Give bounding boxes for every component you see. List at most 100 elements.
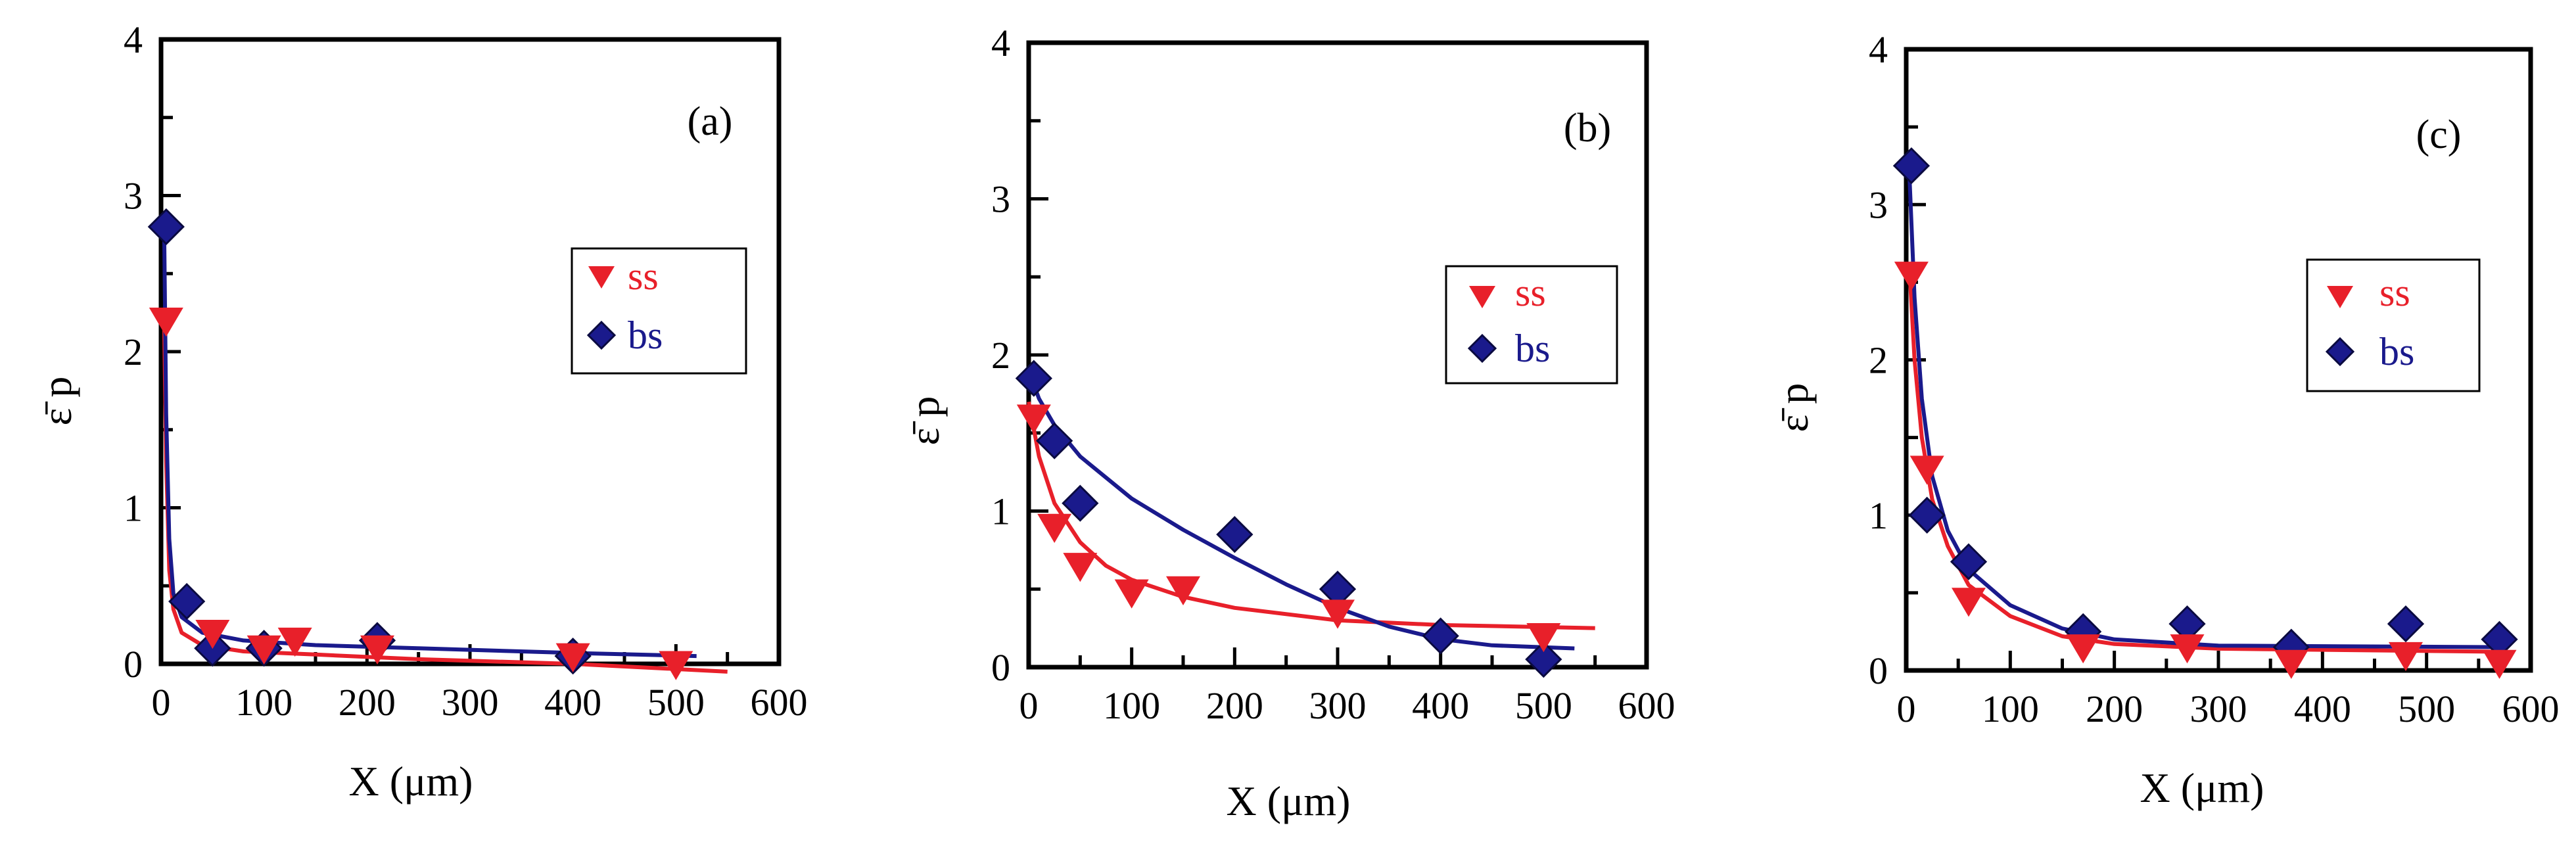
- panel-c-ss-point-7: [2482, 649, 2517, 679]
- panel-a-x-tick-label-0: 0: [152, 681, 171, 724]
- panel-b-ss-point-6: [1526, 623, 1561, 653]
- panel-b-x-tick-label-5: 500: [1515, 684, 1572, 727]
- panel-b-x-tick-label-6: 600: [1618, 684, 1675, 727]
- panel-b-ss-point-5: [1321, 599, 1355, 629]
- panel-c-bs-point-1: [1908, 496, 1946, 534]
- panel-b-ss-point-0: [1016, 404, 1051, 434]
- panel-b-legend-bs-symbol: [1467, 333, 1497, 363]
- panel-c-ss-point-4: [2170, 634, 2205, 664]
- panel-a-ss-point-6: [659, 651, 693, 680]
- panel-c-legend-ss-label: ss: [2379, 271, 2410, 314]
- panel-a-legend-ss-symbol: [588, 266, 615, 289]
- panel-c-ss-point-3: [2066, 634, 2101, 664]
- panel-c-x-tick-label-2: 200: [2086, 688, 2143, 730]
- panel-a-bs-point-0: [147, 208, 185, 246]
- panel-c-x-tick-label-1: 100: [1982, 688, 2039, 730]
- panel-c-y-tick-label-4: 4: [1869, 28, 1888, 71]
- panel-c-ss-point-2: [1952, 588, 1986, 617]
- panel-b-x-tick-label-3: 300: [1309, 684, 1367, 727]
- panel-a-label: (a): [688, 99, 733, 144]
- panel-c-x-tick-label-5: 500: [2398, 688, 2455, 730]
- panel-a-ss-point-3: [277, 627, 312, 657]
- panel-b: (b) ε̄ p X (μm) ss bs 0 1 2 3 4 0 100 200 300 400…: [901, 22, 1675, 824]
- svg-text:ε̄ p: ε̄ p: [901, 396, 948, 446]
- panel-c-label: (c): [2416, 112, 2462, 157]
- panel-a-ss-point-4: [360, 635, 394, 665]
- panel-b-ss-point-3: [1114, 579, 1149, 609]
- panel-b-bs-point-0: [1015, 360, 1052, 397]
- panel-a-x-tick-label-4: 400: [544, 681, 601, 724]
- panel-a-y-tick-label-1: 1: [124, 487, 143, 530]
- panel-b-x-tick-label-4: 400: [1412, 684, 1469, 727]
- panel-c-x-tick-label-0: 0: [1897, 688, 1916, 730]
- panel-a-legend-ss-marker: [588, 266, 615, 289]
- panel-b-x-tick-label-1: 100: [1103, 684, 1160, 727]
- panel-c-y-axis-title: ε̄ p: [1770, 383, 1817, 433]
- panel-b-y-tick-label-0: 0: [991, 646, 1010, 689]
- panel-b-y-axis-title: ε̄ p: [901, 396, 948, 446]
- panel-c-y-tick-label-3: 3: [1869, 183, 1888, 226]
- panel-a-y-tick-label-3: 3: [124, 175, 143, 218]
- panel-c-y-tick-label-2: 2: [1869, 339, 1888, 382]
- panel-a-x-tick-label-1: 100: [235, 681, 293, 724]
- panel-c-x-axis-title: X (μm): [2140, 764, 2264, 811]
- panel-a-ss-point-5: [555, 643, 590, 672]
- panel-b-y-tick-label-4: 4: [991, 22, 1010, 64]
- panel-b-bs-point-1: [1036, 422, 1073, 459]
- panel-c-legend-bs-label: bs: [2379, 330, 2414, 373]
- panel-c-ss-point-1: [1909, 456, 1944, 485]
- panel-a-legend-ss-label: ss: [628, 254, 659, 298]
- panel-a-legend-bs-marker: [586, 320, 617, 350]
- panel-c-x-tick-label-4: 400: [2294, 688, 2351, 730]
- panel-a-y-tick-label-0: 0: [124, 643, 143, 686]
- panel-b-bs-point-3: [1216, 516, 1253, 553]
- panel-a-y-axis-title: ε̄ p: [34, 377, 80, 426]
- panel-b-ss-point-4: [1166, 576, 1200, 605]
- panel-b-bs-point-5: [1422, 617, 1459, 655]
- panel-b-legend-ss-symbol: [1469, 286, 1495, 308]
- panel-b-y-tick-label-3: 3: [991, 178, 1010, 221]
- panel-a-bs-point-1: [168, 582, 206, 620]
- panel-c-legend-ss-symbol: [2327, 286, 2353, 308]
- panel-b-bs-point-6: [1525, 641, 1562, 678]
- panel-c: (c) ε̄ p X (μm) ss bs 0 1 2 3 4 0 100 200 300 400…: [1770, 28, 2560, 811]
- panel-b-x-tick-label-0: 0: [1019, 684, 1039, 727]
- panel-c-bs-point-2: [1950, 543, 1988, 580]
- panel-b-legend-bs-label: bs: [1515, 327, 1550, 370]
- panel-b-legend-ss-marker: [1469, 286, 1495, 308]
- panel-b-bs-fit-line: [1027, 369, 1575, 651]
- panel-b-y-tick-label-2: 2: [991, 334, 1010, 377]
- panel-a-y-tick-label-2: 2: [124, 331, 143, 373]
- panel-b-legend-box: [1445, 265, 1618, 385]
- panel-a-legend-bs-label: bs: [628, 314, 663, 357]
- panel-c-bs-point-0: [1892, 147, 1931, 185]
- panel-a: (a) ε̄ p X (μm) ss bs 0 1 2 3 4 0 100 200 300 400…: [34, 18, 808, 805]
- panel-b-label: (b): [1564, 106, 1611, 151]
- panel-c-bs-point-6: [2387, 605, 2425, 643]
- panel-b-x-axis-title: X (μm): [1227, 778, 1351, 824]
- panel-c-bs-fit-line: [1907, 173, 2505, 649]
- panel-a-legend: ss bs: [571, 247, 747, 375]
- svg-text:ε̄ p: ε̄ p: [34, 377, 80, 426]
- panel-b-y-tick-label-1: 1: [991, 490, 1010, 533]
- panel-b-x-tick-label-2: 200: [1206, 684, 1263, 727]
- panel-b-legend-ss-label: ss: [1515, 271, 1546, 314]
- panel-b-ss-point-2: [1063, 553, 1098, 582]
- panel-a-x-tick-label-6: 600: [751, 681, 808, 724]
- panel-b-legend: ss bs: [1445, 265, 1618, 385]
- panel-a-legend-bs-symbol: [586, 320, 617, 350]
- panel-a-y-tick-label-4: 4: [124, 18, 143, 61]
- panel-c-legend-box: [2306, 258, 2481, 392]
- panel-c-ss-point-5: [2274, 649, 2308, 679]
- panel-c-x-tick-label-6: 600: [2502, 688, 2560, 730]
- svg-text:ε̄ p: ε̄ p: [1770, 383, 1817, 433]
- panel-c-y-tick-label-1: 1: [1869, 494, 1888, 537]
- panel-a-ss-point-2: [246, 635, 281, 665]
- panel-c-ss-point-6: [2389, 642, 2423, 672]
- panel-c-x-tick-label-3: 300: [2190, 688, 2247, 730]
- panel-b-bs-point-2: [1062, 484, 1099, 522]
- panel-a-x-axis-title: X (μm): [349, 758, 473, 805]
- panel-a-x-tick-label-5: 500: [647, 681, 705, 724]
- panel-c-legend-ss-marker: [2327, 286, 2353, 308]
- panel-c-ss-point-0: [1894, 262, 1929, 291]
